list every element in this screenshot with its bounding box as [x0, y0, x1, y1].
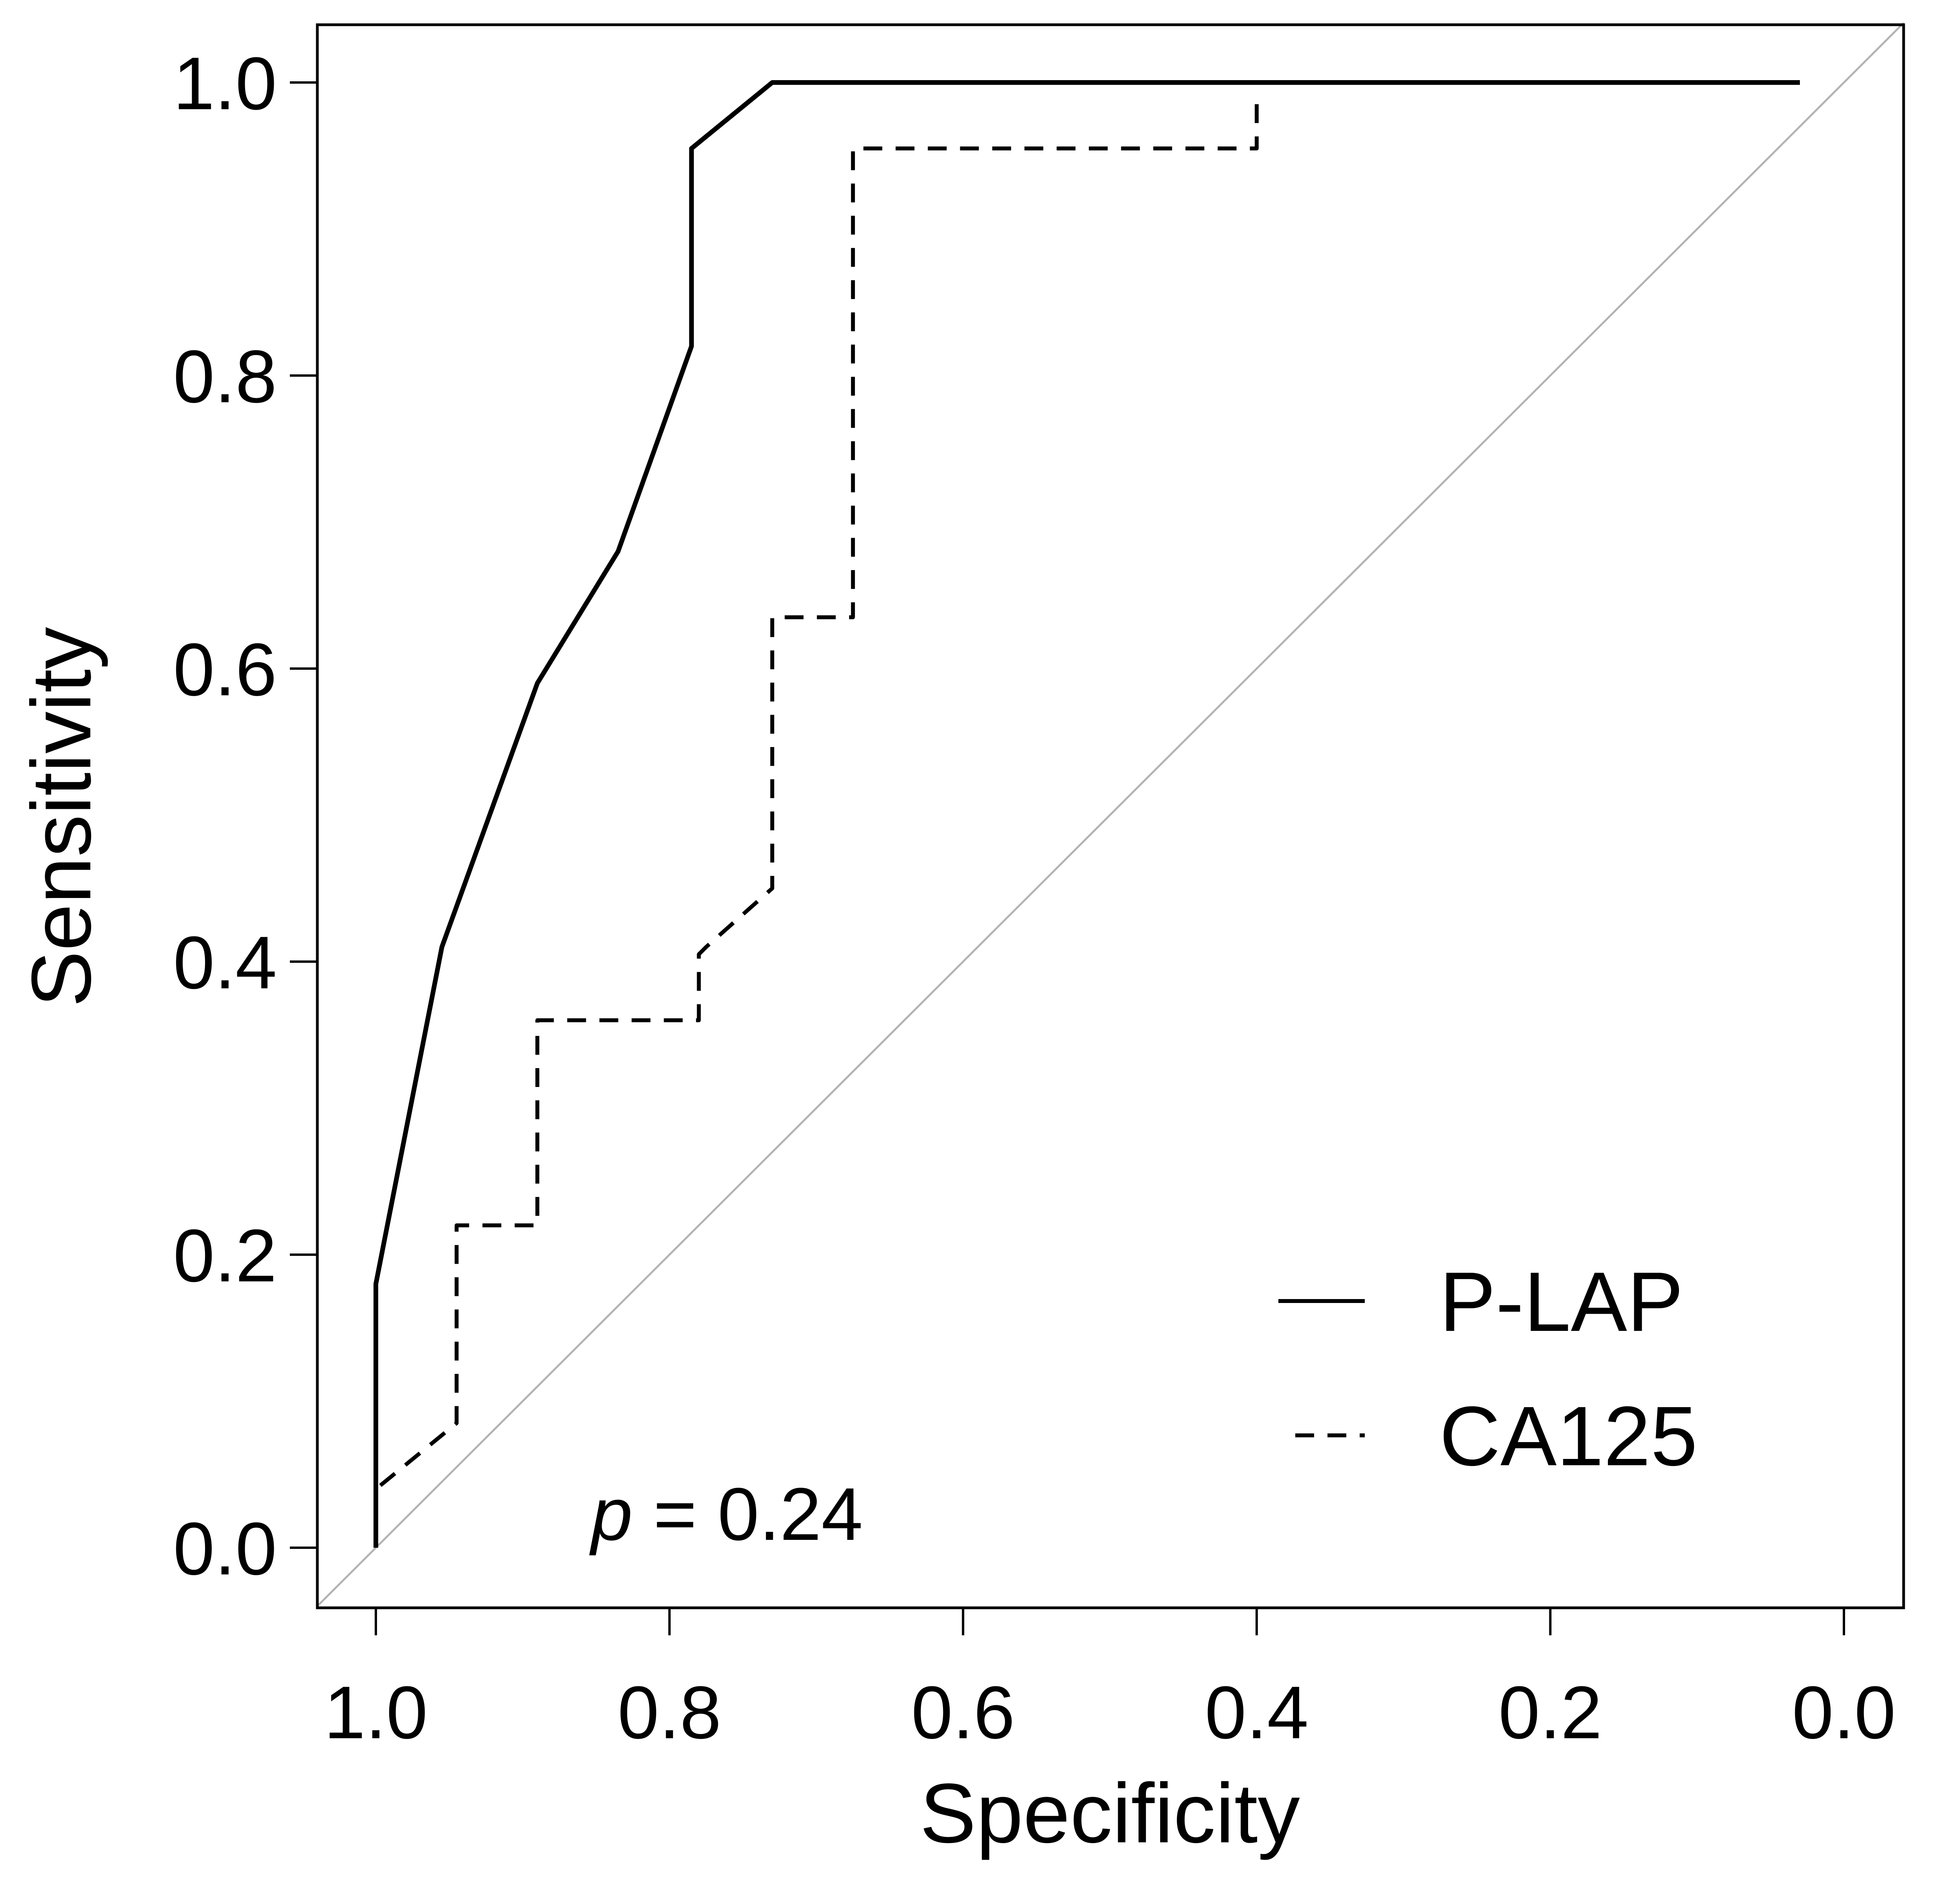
x-tick-label: 0.0: [1792, 1671, 1896, 1754]
x-tick-label: 0.4: [1205, 1671, 1309, 1754]
x-axis: 1.0 0.8 0.6 0.4 0.2 0.0: [324, 1608, 1896, 1754]
y-axis-title: Sensitivity: [14, 627, 108, 1007]
x-tick-label: 1.0: [324, 1671, 428, 1754]
x-axis-title: Specificity: [920, 1766, 1300, 1860]
reference-diagonal-line: [317, 22, 1904, 1607]
y-tick-label: 0.2: [173, 1214, 277, 1297]
reference-diagonal-layer: [317, 22, 1904, 1607]
p-value-annotation: p = 0.24: [589, 1473, 863, 1556]
series-layer: [373, 80, 1800, 1548]
p-symbol: p: [589, 1473, 633, 1556]
x-tick-label: 0.8: [618, 1671, 721, 1754]
legend: P-LAP CA125: [1278, 1254, 1697, 1483]
series-line-ca125: [374, 97, 1259, 1548]
x-tick-label: 0.2: [1498, 1671, 1602, 1754]
y-tick-label: 0.8: [173, 335, 277, 418]
p-value-text: = 0.24: [633, 1473, 863, 1556]
legend-label-p-lap: P-LAP: [1439, 1254, 1683, 1349]
plot-frame: [316, 23, 1905, 1609]
y-tick-label: 1.0: [173, 42, 277, 125]
y-axis: 0.0 0.2 0.4 0.6 0.8 1.0: [173, 42, 317, 1591]
x-tick-label: 0.6: [911, 1671, 1015, 1754]
legend-label-ca125: CA125: [1439, 1389, 1697, 1483]
series-line-p-lap: [373, 80, 1800, 1548]
y-tick-label: 0.0: [173, 1507, 277, 1591]
y-tick-label: 0.4: [173, 921, 277, 1004]
y-tick-label: 0.6: [173, 628, 277, 711]
